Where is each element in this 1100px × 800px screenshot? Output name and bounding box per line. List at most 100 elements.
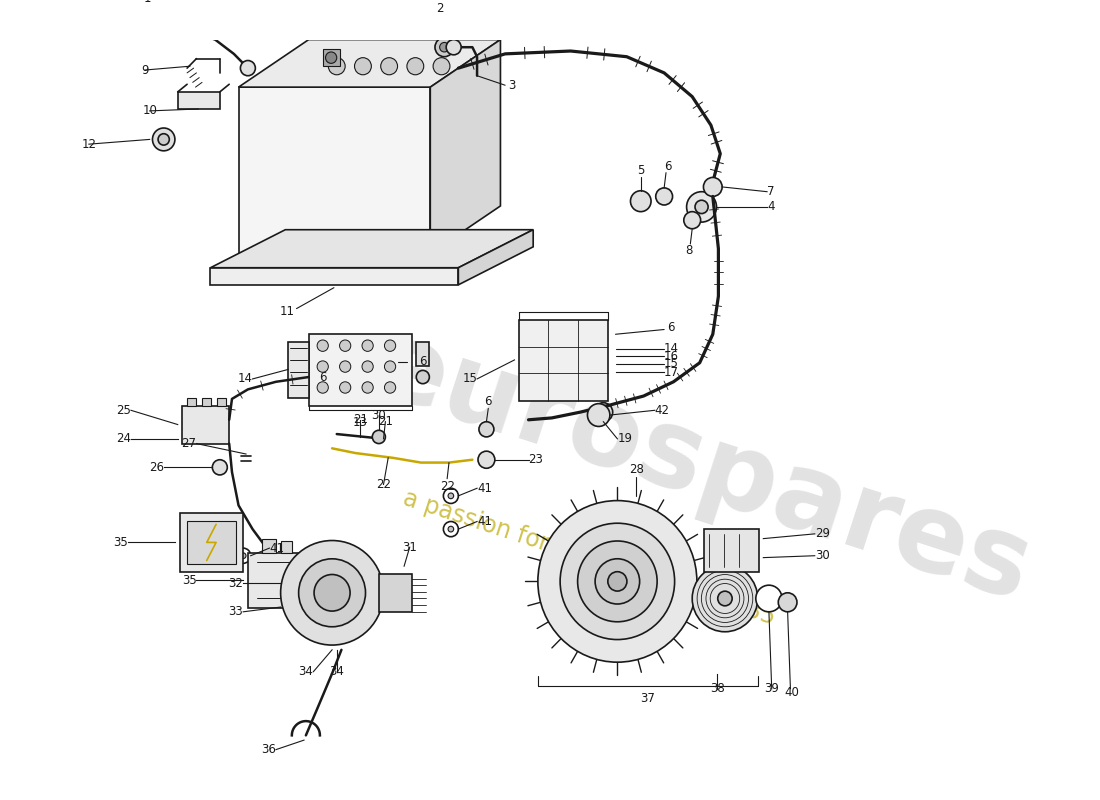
Text: 24: 24 (116, 432, 131, 446)
Polygon shape (459, 230, 534, 285)
Text: 22: 22 (376, 478, 390, 491)
Circle shape (448, 493, 453, 498)
Bar (187, 521, 235, 564)
Bar (179, 513, 243, 572)
Polygon shape (430, 40, 500, 254)
Circle shape (362, 361, 373, 372)
Text: 11: 11 (279, 305, 295, 318)
Circle shape (630, 190, 651, 212)
Circle shape (703, 178, 722, 197)
Circle shape (595, 558, 639, 604)
Text: 32: 32 (229, 577, 243, 590)
Text: 6: 6 (419, 355, 427, 368)
Text: 41: 41 (477, 482, 492, 494)
Bar (309, 334, 411, 406)
Text: 23: 23 (528, 454, 543, 466)
Circle shape (443, 522, 459, 537)
Circle shape (478, 422, 494, 437)
Bar (178, 92, 220, 109)
Text: 1: 1 (144, 0, 152, 6)
Text: 39: 39 (764, 682, 779, 695)
Text: 36: 36 (261, 743, 276, 756)
Bar (378, 574, 411, 612)
Text: 34: 34 (329, 665, 344, 678)
Text: 2: 2 (436, 2, 443, 14)
Circle shape (385, 340, 396, 351)
Circle shape (695, 200, 708, 214)
Text: 29: 29 (815, 527, 829, 540)
Text: 21: 21 (378, 415, 393, 428)
Text: 42: 42 (654, 404, 670, 417)
Text: 28: 28 (628, 462, 643, 476)
Circle shape (478, 451, 495, 468)
Circle shape (280, 541, 384, 645)
Circle shape (212, 460, 228, 475)
Circle shape (434, 38, 453, 57)
Circle shape (372, 430, 385, 443)
Bar (322, 49, 340, 66)
Circle shape (385, 382, 396, 393)
Bar (416, 342, 429, 366)
Text: 26: 26 (148, 461, 164, 474)
Text: 5: 5 (637, 164, 645, 178)
Polygon shape (210, 268, 459, 285)
Bar (288, 342, 309, 398)
Circle shape (340, 382, 351, 393)
Circle shape (717, 591, 733, 606)
Text: eurospares: eurospares (360, 311, 1044, 624)
Text: 35: 35 (182, 574, 197, 587)
Circle shape (443, 488, 459, 503)
Text: 3: 3 (508, 78, 516, 92)
Text: 38: 38 (711, 682, 725, 695)
Circle shape (656, 188, 672, 205)
Circle shape (317, 340, 328, 351)
Text: 6: 6 (319, 370, 327, 383)
Circle shape (158, 134, 169, 145)
Bar (187, 398, 197, 406)
Text: 27: 27 (182, 437, 197, 450)
Circle shape (416, 370, 429, 384)
Text: 19: 19 (617, 432, 632, 446)
Circle shape (756, 585, 782, 612)
Text: 15: 15 (663, 358, 678, 370)
Text: 30: 30 (815, 550, 829, 562)
Circle shape (340, 361, 351, 372)
Text: 17: 17 (664, 366, 679, 378)
Circle shape (362, 340, 373, 351)
Text: 8: 8 (685, 244, 693, 257)
Circle shape (594, 402, 613, 422)
Bar (202, 398, 211, 406)
Circle shape (433, 58, 450, 74)
Text: 16: 16 (663, 350, 679, 362)
Circle shape (692, 566, 758, 632)
Circle shape (385, 361, 396, 372)
Circle shape (560, 523, 674, 639)
Circle shape (235, 548, 251, 563)
Text: 9: 9 (141, 63, 149, 77)
Circle shape (315, 574, 350, 611)
Circle shape (153, 128, 175, 151)
Circle shape (538, 501, 697, 662)
Text: 12: 12 (81, 138, 97, 150)
Text: a passion for porsche since 1985: a passion for porsche since 1985 (400, 486, 779, 630)
Circle shape (447, 40, 461, 55)
Polygon shape (239, 40, 500, 87)
Text: 37: 37 (640, 692, 654, 705)
Bar (704, 529, 759, 572)
Text: 10: 10 (142, 104, 157, 118)
Circle shape (354, 58, 372, 74)
Circle shape (608, 572, 627, 591)
Text: 6: 6 (664, 159, 672, 173)
Text: 22: 22 (440, 480, 454, 493)
Circle shape (448, 526, 453, 532)
Circle shape (440, 42, 449, 52)
Text: 41: 41 (477, 515, 492, 528)
Circle shape (684, 212, 701, 229)
Bar (262, 538, 276, 553)
Circle shape (578, 541, 657, 622)
Text: 31: 31 (403, 541, 417, 554)
Circle shape (686, 192, 716, 222)
Circle shape (317, 361, 328, 372)
Text: 14: 14 (238, 373, 253, 386)
Text: 6: 6 (667, 321, 674, 334)
